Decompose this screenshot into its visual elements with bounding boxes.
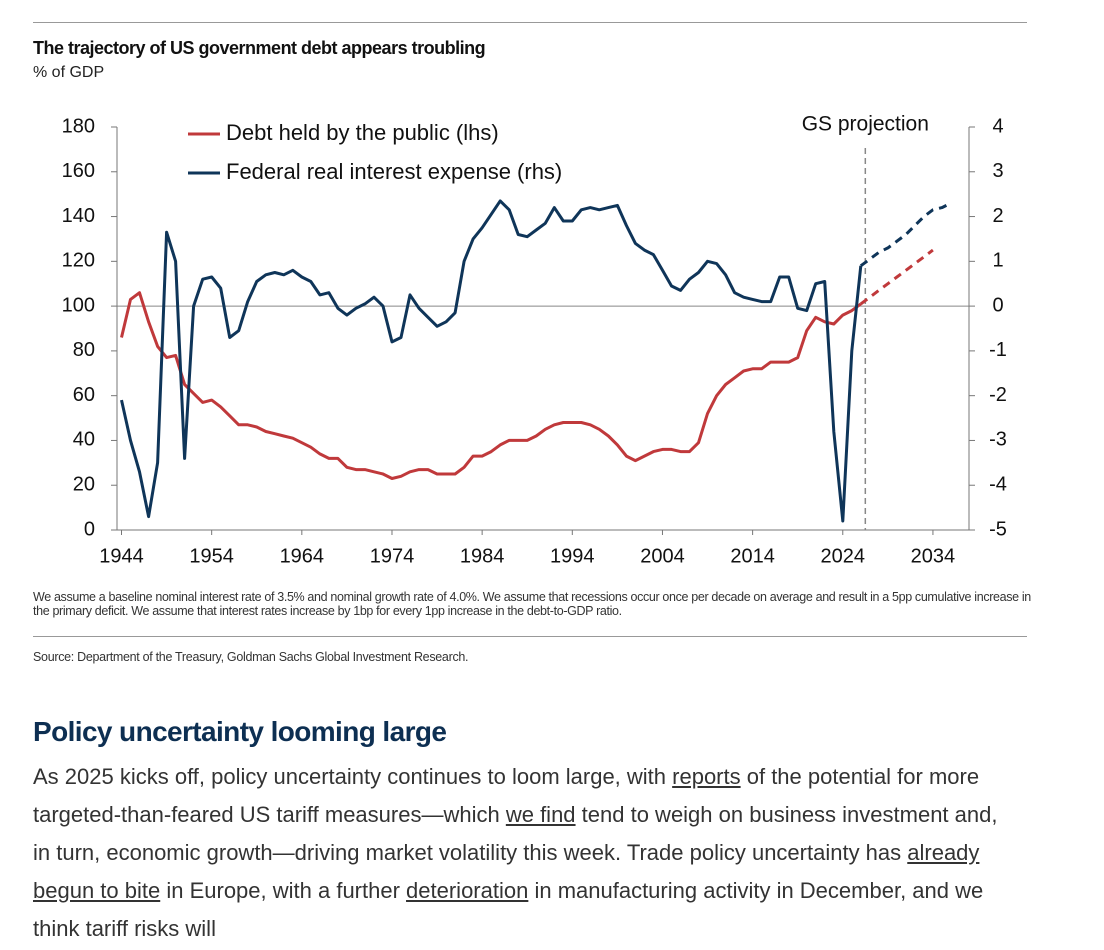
y-tick-label: 100 bbox=[62, 294, 95, 316]
x-tick-label: 1964 bbox=[280, 545, 325, 567]
legend-label: Debt held by the public (lhs) bbox=[226, 120, 499, 145]
text-run: in manufacturing activity in December, a… bbox=[33, 878, 984, 941]
y2-tick-label: 1 bbox=[992, 250, 1003, 272]
chart-source: Source: Department of the Treasury, Gold… bbox=[33, 650, 469, 664]
chart-subtitle: % of GDP bbox=[33, 64, 105, 81]
x-tick-label: 2024 bbox=[821, 545, 866, 567]
y2-tick-label: 4 bbox=[992, 115, 1003, 137]
top-rule bbox=[33, 22, 1027, 23]
x-tick-label: 1954 bbox=[189, 545, 234, 567]
y2-tick-label: 3 bbox=[992, 160, 1003, 182]
y-tick-label: 40 bbox=[73, 429, 95, 451]
link[interactable]: already begun to bite bbox=[33, 840, 980, 903]
x-tick-label: 2004 bbox=[640, 545, 685, 567]
notes-rule bbox=[33, 636, 1027, 637]
chart-title: The trajectory of US government debt app… bbox=[33, 38, 486, 58]
chart-notes: We assume a baseline nominal interest ra… bbox=[33, 590, 1031, 618]
annotation: GS projection bbox=[802, 113, 929, 136]
link[interactable]: we find bbox=[505, 802, 576, 827]
x-tick-label: 1994 bbox=[550, 545, 595, 567]
x-tick-label: 2034 bbox=[911, 545, 956, 567]
y-tick-label: 0 bbox=[84, 518, 95, 540]
chart: 0 20 40 60 80 100 120 140 160 180 -5 -4 -3 -2 -1 0 1 2 3 4 1… bbox=[62, 113, 1007, 568]
text-run: in Europe, with a further bbox=[160, 878, 407, 903]
x-tick-label: 1944 bbox=[99, 545, 144, 567]
y2-tick-label: -5 bbox=[989, 518, 1007, 540]
text-run: of the potential for more targeted-than-… bbox=[33, 764, 980, 827]
y2-tick-label: 0 bbox=[992, 294, 1003, 316]
legend-label: Federal real interest expense (rhs) bbox=[226, 159, 562, 184]
y-tick-label: 120 bbox=[62, 250, 95, 272]
x-tick-label: 1984 bbox=[460, 545, 505, 567]
y2-tick-label: -1 bbox=[989, 339, 1007, 361]
link[interactable]: reports bbox=[672, 764, 741, 789]
y-tick-label: 140 bbox=[62, 205, 95, 227]
y2-tick-label: 2 bbox=[992, 205, 1003, 227]
series-line bbox=[120, 199, 863, 523]
x-tick-label: 1974 bbox=[370, 545, 415, 567]
x-tick-label: 2014 bbox=[730, 545, 775, 567]
y-tick-label: 20 bbox=[73, 474, 95, 496]
series-line-projection bbox=[859, 248, 934, 306]
y-tick-label: 180 bbox=[62, 115, 95, 137]
y-tick-label: 80 bbox=[73, 339, 95, 361]
body-paragraph: As 2025 kicks off, policy uncertainty co… bbox=[33, 758, 1018, 948]
y-tick-label: 60 bbox=[73, 384, 95, 406]
series-line bbox=[120, 291, 862, 480]
y2-tick-label: -3 bbox=[989, 429, 1007, 451]
y2-tick-label: -2 bbox=[989, 384, 1007, 406]
y2-tick-label: -4 bbox=[989, 474, 1007, 496]
link[interactable]: deterioration bbox=[406, 878, 529, 903]
section-heading: Policy uncertainty looming large bbox=[33, 716, 447, 747]
text-run: tend to weigh on business investment and… bbox=[33, 802, 998, 865]
text-run: As 2025 kicks off, policy uncertainty co… bbox=[33, 764, 673, 789]
series-line-projection bbox=[859, 201, 952, 268]
y-tick-label: 160 bbox=[62, 160, 95, 182]
